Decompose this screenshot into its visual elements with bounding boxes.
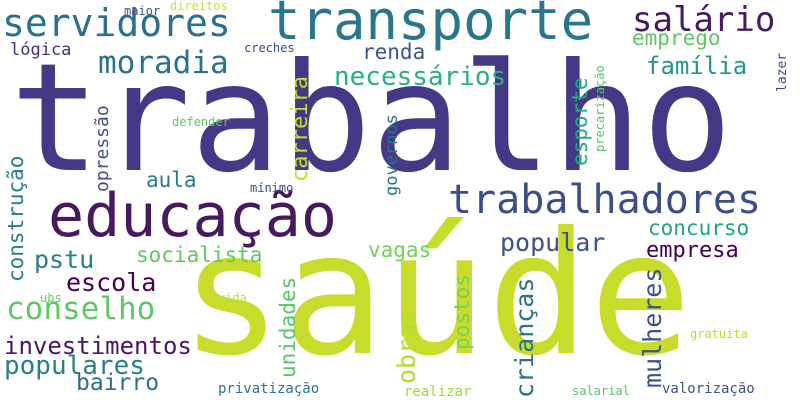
- word-emprego: emprego: [632, 26, 721, 50]
- word-direitos: direitos: [170, 0, 228, 13]
- word-salarial: salarial: [572, 384, 630, 398]
- word-gratuita: gratuita: [690, 327, 748, 341]
- word-privatizacao: privatização: [218, 381, 320, 397]
- word-escola: escola: [66, 268, 157, 297]
- word-conselho: conselho: [6, 291, 156, 327]
- word-socialista: socialista: [136, 243, 263, 267]
- word-construcao: construção: [4, 155, 28, 282]
- word-bairro: bairro: [76, 370, 160, 396]
- word-minimo: mínimo: [250, 181, 294, 195]
- word-saude: saúde: [180, 196, 692, 394]
- word-concurso: concurso: [648, 216, 750, 240]
- word-educacao: educação: [48, 181, 337, 251]
- word-moradia: moradia: [98, 45, 229, 81]
- word-precarizacao: precarização: [593, 65, 607, 152]
- word-salario: salário: [632, 0, 776, 40]
- word-trabalhadores: trabalhadores: [448, 177, 762, 223]
- word-investimentos: investimentos: [4, 332, 192, 360]
- word-creches: creches: [244, 41, 295, 55]
- word-empresa: empresa: [646, 238, 739, 263]
- word-criancas: crianças: [510, 277, 539, 398]
- word-obras: obras: [392, 308, 421, 384]
- word-aula: aula: [146, 168, 197, 192]
- word-maior: maior: [124, 4, 161, 18]
- word-servidores: servidores: [2, 1, 231, 45]
- word-esporte: esporte: [568, 77, 592, 166]
- word-vida: vida: [218, 291, 247, 305]
- word-popular: popular: [500, 228, 606, 257]
- word-renda: renda: [362, 40, 426, 64]
- word-familia: família: [646, 52, 748, 80]
- word-realizar: realizar: [404, 384, 472, 400]
- word-ubs: ubs: [40, 291, 62, 305]
- word-pstu: pstu: [34, 245, 95, 274]
- word-trabalho: trabalho: [10, 32, 733, 206]
- word-unidades: unidades: [276, 276, 300, 378]
- word-necessarios: necessários: [334, 62, 507, 92]
- word-governos: governos: [382, 114, 402, 196]
- word-lazer: lazer: [775, 52, 790, 92]
- word-carreira: carreira: [288, 76, 313, 182]
- word-vagas: vagas: [368, 238, 432, 262]
- word-populares: populares: [4, 351, 145, 381]
- word-defender: defender: [172, 115, 230, 129]
- word-valorizacao: valorização: [662, 381, 755, 397]
- word-opressao: opressão: [92, 105, 113, 192]
- word-logica: lógica: [10, 40, 72, 60]
- word-mulheres: mulheres: [638, 267, 667, 388]
- word-postos: postos: [450, 274, 474, 350]
- word-transporte: transporte: [268, 0, 594, 52]
